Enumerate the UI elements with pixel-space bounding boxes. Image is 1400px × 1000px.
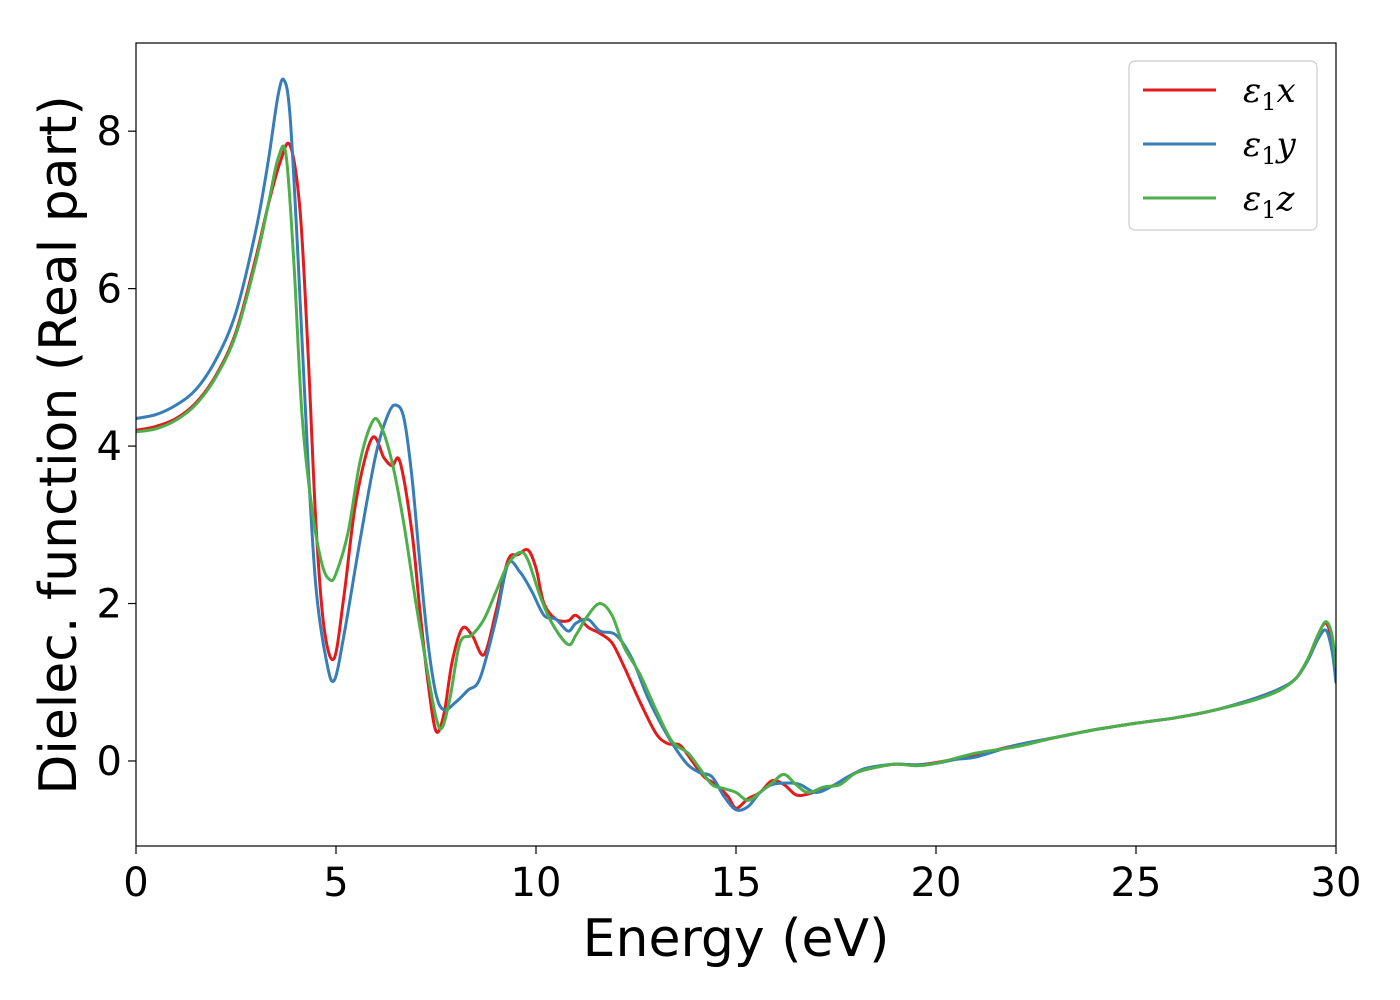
- legend-label: ε1z: [1243, 179, 1296, 224]
- x-tick-label: 0: [123, 860, 148, 906]
- x-axis-ticks: 0 5 10 15 20 25 30: [123, 846, 1361, 906]
- legend-label: ε1x: [1243, 71, 1296, 116]
- x-tick-label: 5: [323, 860, 348, 906]
- x-tick-label: 30: [1311, 860, 1362, 906]
- legend-box: [1128, 60, 1318, 231]
- x-axis-title: Energy (eV): [583, 909, 890, 969]
- series-layer: [136, 77, 1336, 812]
- y-axis-ticks: 0 2 4 6 8: [97, 109, 136, 785]
- y-tick-label: 4: [97, 424, 122, 470]
- legend-label: ε1y: [1243, 125, 1297, 170]
- x-tick-label: 10: [511, 860, 562, 906]
- x-tick-label: 15: [711, 860, 762, 906]
- legend: ε1x ε1y ε1z: [1128, 60, 1318, 231]
- x-tick-label: 20: [911, 860, 962, 906]
- series-line-z: [136, 144, 1336, 802]
- x-tick-label: 25: [1111, 860, 1162, 906]
- y-tick-label: 8: [97, 109, 122, 155]
- y-tick-label: 2: [97, 582, 122, 628]
- y-axis-title: Dielec. function (Real part): [29, 95, 89, 794]
- y-tick-label: 0: [97, 739, 122, 785]
- y-tick-label: 6: [97, 267, 122, 313]
- legend-entries: ε1x ε1y ε1z: [1143, 71, 1297, 224]
